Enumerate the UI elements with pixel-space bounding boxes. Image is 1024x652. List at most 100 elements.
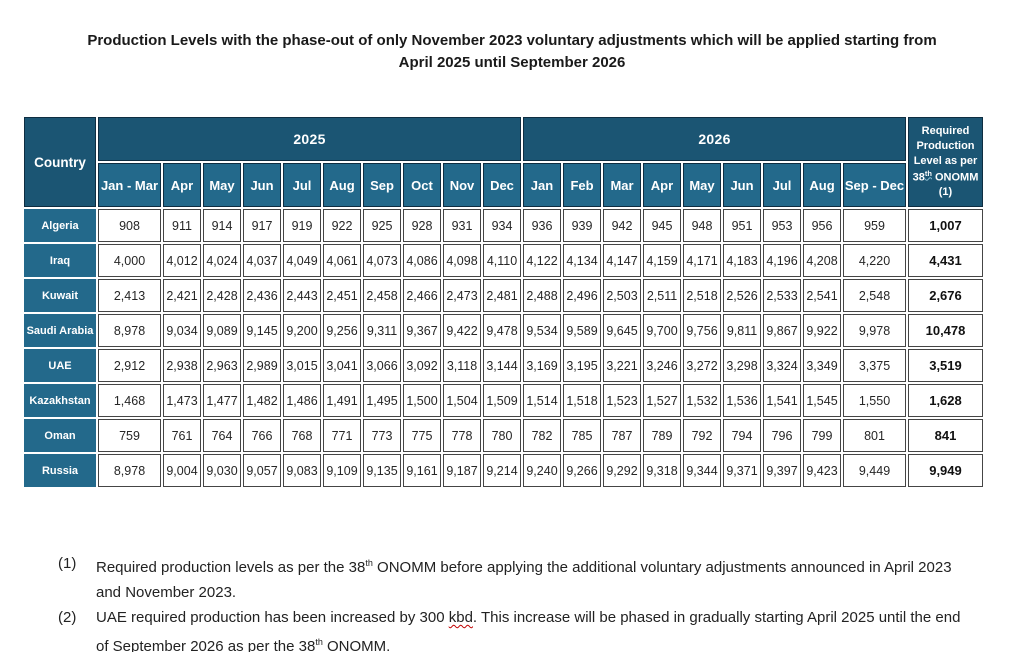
data-cell: 4,220: [843, 244, 906, 277]
footnote-1: (1) Required production levels as per the…: [58, 551, 963, 605]
data-cell: 9,318: [643, 454, 681, 487]
data-cell: 939: [563, 209, 601, 242]
data-cell: 9,449: [843, 454, 906, 487]
column-header-dec-2025: Dec: [483, 163, 521, 207]
data-cell: 936: [523, 209, 561, 242]
data-cell: 1,473: [163, 384, 201, 417]
required-header-superscript: th: [924, 168, 932, 178]
data-cell: 801: [843, 419, 906, 452]
column-header-sep-2025: Sep: [363, 163, 401, 207]
data-cell: 787: [603, 419, 641, 452]
data-cell: 951: [723, 209, 761, 242]
data-cell: 759: [98, 419, 161, 452]
column-header-country: Country: [24, 117, 96, 207]
column-group-2026: 2026: [523, 117, 906, 161]
data-cell: 792: [683, 419, 721, 452]
data-cell: 3,066: [363, 349, 401, 382]
year-header-row: Country 2025 2026 Required Production Le…: [24, 117, 983, 207]
data-cell: 789: [643, 419, 681, 452]
data-cell: 9,200: [283, 314, 321, 347]
row-label-kazakhstan: Kazakhstan: [24, 384, 96, 417]
data-cell: 3,221: [603, 349, 641, 382]
row-label-algeria: Algeria: [24, 209, 96, 242]
data-cell: 799: [803, 419, 841, 452]
footnote-segment: . This increase will be phased in gradua…: [96, 609, 961, 652]
data-cell: 1,500: [403, 384, 441, 417]
data-cell: 2,413: [98, 279, 161, 312]
data-cell: 9,423: [803, 454, 841, 487]
data-cell: 9,645: [603, 314, 641, 347]
data-cell: 9,589: [563, 314, 601, 347]
data-cell: 9,240: [523, 454, 561, 487]
footnote-superscript: th: [315, 637, 323, 647]
column-header-jun-2026: Jun: [723, 163, 761, 207]
data-cell: 1,550: [843, 384, 906, 417]
data-cell: 2,541: [803, 279, 841, 312]
data-cell: 775: [403, 419, 441, 452]
data-cell: 1,482: [243, 384, 281, 417]
data-cell: 9,978: [843, 314, 906, 347]
data-cell: 9,344: [683, 454, 721, 487]
data-cell: 3,015: [283, 349, 321, 382]
footnote-text: Required production levels as per the 38…: [96, 551, 963, 605]
data-cell: 3,169: [523, 349, 561, 382]
row-label-iraq: Iraq: [24, 244, 96, 277]
data-cell: 9,004: [163, 454, 201, 487]
column-header-may-2026: May: [683, 163, 721, 207]
data-cell: 3,144: [483, 349, 521, 382]
data-cell: 9,214: [483, 454, 521, 487]
table-row-russia: Russia 8,978 9,004 9,030 9,057 9,083 9,109 9,13…: [24, 454, 983, 487]
data-cell: 9,256: [323, 314, 361, 347]
data-cell: 9,311: [363, 314, 401, 347]
data-cell: 931: [443, 209, 481, 242]
data-cell: 4,024: [203, 244, 241, 277]
column-header-oct-2025: Oct: [403, 163, 441, 207]
column-header-apr-2026: Apr: [643, 163, 681, 207]
data-cell: 2,518: [683, 279, 721, 312]
data-cell: 914: [203, 209, 241, 242]
table-row-uae: UAE 2,912 2,938 2,963 2,989 3,015 3,041 3,066 3,…: [24, 349, 983, 382]
data-cell: 953: [763, 209, 801, 242]
data-cell: 9,030: [203, 454, 241, 487]
data-cell: 4,086: [403, 244, 441, 277]
data-cell: 8,978: [98, 314, 161, 347]
column-header-jan-mar-2025: Jan - Mar: [98, 163, 161, 207]
data-cell: 1,468: [98, 384, 161, 417]
data-cell: 2,451: [323, 279, 361, 312]
data-cell: 959: [843, 209, 906, 242]
column-header-mar-2026: Mar: [603, 163, 641, 207]
footnote-segment: ONOMM.: [322, 638, 391, 652]
production-table: Country 2025 2026 Required Production Le…: [22, 115, 985, 489]
data-cell: 9,478: [483, 314, 521, 347]
required-level-cell: 9,949: [908, 454, 983, 487]
data-cell: 9,187: [443, 454, 481, 487]
data-cell: 4,012: [163, 244, 201, 277]
data-cell: 9,700: [643, 314, 681, 347]
footnote-segment: ONOMM before applying the additional vol…: [96, 559, 952, 601]
data-cell: 773: [363, 419, 401, 452]
data-cell: 928: [403, 209, 441, 242]
column-header-jun-2025: Jun: [243, 163, 281, 207]
data-cell: 2,473: [443, 279, 481, 312]
data-cell: 3,375: [843, 349, 906, 382]
data-cell: 1,536: [723, 384, 761, 417]
data-cell: 1,545: [803, 384, 841, 417]
data-cell: 9,292: [603, 454, 641, 487]
title-line-1: Production Levels with the phase-out of …: [87, 32, 937, 49]
table-body: Algeria 908 911 914 917 919 922 925 928 931 934 936…: [24, 209, 983, 487]
data-cell: 3,324: [763, 349, 801, 382]
column-header-nov-2025: Nov: [443, 163, 481, 207]
data-cell: 4,122: [523, 244, 561, 277]
data-cell: 9,145: [243, 314, 281, 347]
data-cell: 1,504: [443, 384, 481, 417]
data-cell: 1,514: [523, 384, 561, 417]
data-cell: 771: [323, 419, 361, 452]
row-label-saudi-arabia: Saudi Arabia: [24, 314, 96, 347]
data-cell: 945: [643, 209, 681, 242]
data-cell: 1,486: [283, 384, 321, 417]
data-cell: 2,533: [763, 279, 801, 312]
footnote-text: UAE required production has been increas…: [96, 605, 963, 652]
required-level-cell: 10,478: [908, 314, 983, 347]
column-header-aug-2026: Aug: [803, 163, 841, 207]
data-cell: 3,349: [803, 349, 841, 382]
